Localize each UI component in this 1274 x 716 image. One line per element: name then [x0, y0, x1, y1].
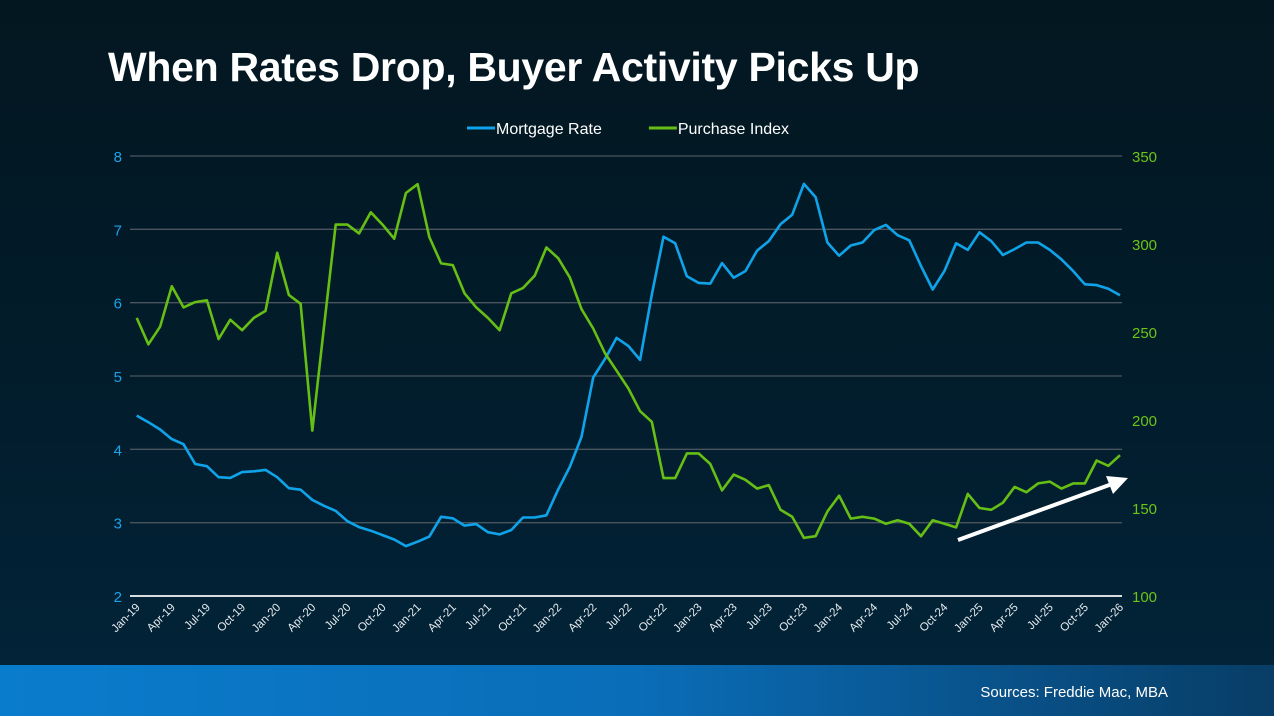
- x-tick-label: Jan-22: [531, 602, 564, 635]
- left-tick-label: 2: [114, 589, 122, 606]
- left-tick-label: 5: [114, 369, 122, 386]
- gridlines: [130, 155, 1122, 597]
- x-tick-label: Jan-26: [1093, 602, 1126, 635]
- x-tick-label: Jan-25: [952, 602, 985, 635]
- chart-title: When Rates Drop, Buyer Activity Picks Up: [108, 44, 920, 90]
- x-tick-label: Jul-22: [604, 602, 635, 633]
- x-tick-label: Jan-21: [390, 602, 423, 635]
- left-tick-label: 4: [114, 442, 122, 459]
- x-tick-label: Apr-25: [988, 602, 1021, 635]
- left-tick-label: 3: [114, 516, 122, 533]
- left-axis-ticks: 2 3 4 5 6 7 8: [114, 149, 122, 606]
- x-tick-label: Jul-25: [1025, 602, 1056, 633]
- legend: Mortgage Rate Purchase Index: [467, 121, 789, 138]
- x-tick-label: Oct-25: [1058, 602, 1091, 635]
- x-tick-label: Apr-21: [426, 602, 459, 635]
- x-tick-label: Apr-20: [286, 602, 319, 635]
- x-tick-label: Jan-23: [671, 602, 704, 635]
- right-tick-label: 200: [1132, 413, 1157, 430]
- x-tick-label: Oct-21: [496, 602, 529, 635]
- x-tick-label: Oct-19: [215, 602, 248, 635]
- x-tick-label: Jul-19: [182, 602, 213, 633]
- x-tick-label: Apr-23: [707, 602, 740, 635]
- x-tick-label: Apr-24: [847, 601, 880, 634]
- trend-arrow: [957, 476, 1128, 542]
- x-tick-label: Jan-24: [812, 601, 846, 635]
- x-tick-label: Oct-23: [777, 602, 810, 635]
- footer-band: Sources: Freddie Mac, MBA: [0, 665, 1274, 716]
- left-tick-label: 7: [114, 222, 122, 239]
- x-tick-label: Oct-20: [356, 602, 389, 635]
- right-tick-label: 250: [1132, 325, 1157, 342]
- legend-label: Mortgage Rate: [496, 121, 602, 138]
- x-tick-label: Jan-19: [109, 602, 142, 635]
- x-tick-label: Apr-19: [145, 602, 178, 635]
- right-tick-label: 350: [1132, 149, 1157, 166]
- x-tick-label: Oct-24: [918, 601, 951, 634]
- sources-note: Sources: Freddie Mac, MBA: [980, 684, 1168, 701]
- x-axis-ticks: Jan-19 Apr-19 Jul-19 Oct-19 Jan-20 Apr-20 Jul-…: [109, 601, 1126, 635]
- series-lines: [135, 182, 1121, 548]
- right-tick-label: 100: [1132, 589, 1157, 606]
- x-tick-label: Jul-24: [885, 601, 916, 632]
- left-tick-label: 6: [114, 296, 122, 313]
- right-axis-ticks: 100 150 200 250 300 350: [1132, 149, 1157, 606]
- x-tick-label: Jul-23: [744, 602, 775, 633]
- x-tick-label: Jan-20: [250, 602, 283, 635]
- x-tick-label: Apr-22: [566, 602, 599, 635]
- purchase-index-line: [135, 182, 1121, 540]
- x-tick-label: Jul-20: [323, 602, 354, 633]
- x-tick-label: Jul-21: [463, 602, 494, 633]
- mortgage-rate-line: [136, 182, 1121, 548]
- left-tick-label: 8: [114, 149, 122, 166]
- right-tick-label: 150: [1132, 501, 1157, 518]
- legend-label: Purchase Index: [678, 121, 789, 138]
- x-tick-label: Oct-22: [637, 602, 670, 635]
- right-tick-label: 300: [1132, 237, 1157, 254]
